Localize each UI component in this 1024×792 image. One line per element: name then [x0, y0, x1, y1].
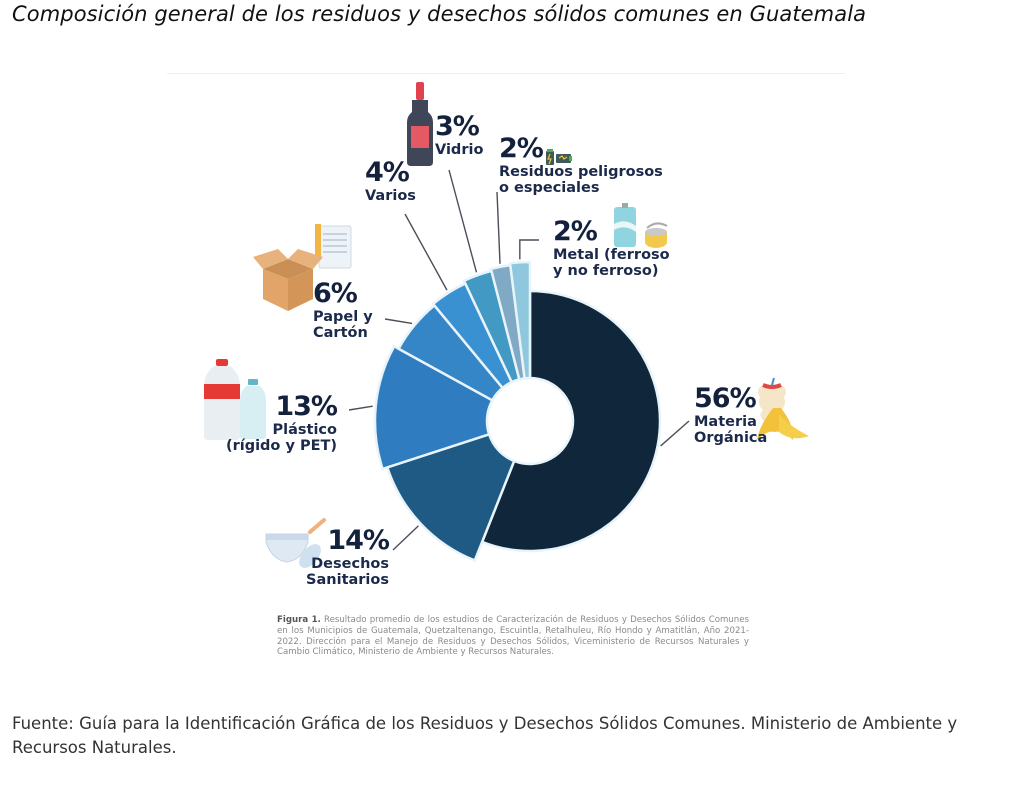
wine-bottle-icon [407, 82, 433, 166]
can-tin-icon [614, 203, 668, 248]
label-vidrio: 3% Vidrio [435, 111, 484, 159]
slice-pct: 4% [365, 157, 410, 188]
figure-image: 56% Materia Orgánica 14% Desechos Sanita… [167, 73, 845, 684]
diaper-pad-icon [265, 518, 326, 568]
donut-chart [204, 82, 809, 568]
page-title: Composición general de los residuos y de… [12, 2, 867, 26]
figure-caption-text: Resultado promedio de los estudios de Ca… [277, 615, 749, 658]
label-materia-organica: 56% Materia Orgánica [694, 383, 768, 447]
donut-slice [480, 289, 662, 553]
leader-line [348, 405, 373, 411]
cardboard-box-paper-icon [253, 224, 352, 311]
slice-pct: 56% [694, 383, 757, 414]
label-residuos-peligrosos: 2% Residuos peligrosos o especiales [499, 133, 663, 197]
leader-line [384, 318, 413, 325]
leader-line [496, 191, 501, 264]
slice-pct: 3% [435, 111, 480, 142]
donut-slice [385, 432, 516, 563]
slice-pct: 2% [499, 133, 544, 164]
apple-core-banana-peel-icon [757, 377, 809, 440]
slice-pct: 6% [313, 278, 358, 309]
leader-line [448, 169, 478, 273]
label-papel-carton: 6% Papel y Cartón [313, 278, 373, 342]
leader-line [519, 239, 539, 260]
slice-pct: 13% [275, 391, 338, 422]
leader-line [660, 420, 690, 447]
source-note: Fuente: Guía para la Identificación Gráf… [12, 714, 958, 757]
donut-slice [508, 260, 532, 380]
batteries-icon [546, 149, 572, 165]
label-desechos-sanitarios: 14% Desechos Sanitarios [297, 525, 390, 589]
leader-line [392, 525, 419, 551]
label-varios: 4% Varios [365, 157, 416, 205]
leader-line [404, 213, 448, 291]
donut-slice [373, 344, 495, 471]
plastic-bottles-icon [204, 359, 266, 440]
figure-caption: Figura 1. Resultado promedio de los estu… [277, 615, 749, 658]
label-metal: 2% Metal (ferroso y no ferroso) [553, 216, 670, 280]
slice-pct: 2% [553, 216, 598, 247]
figure-caption-label: Figura 1. [277, 615, 321, 625]
slice-pct: 14% [327, 525, 390, 556]
label-plastico: 13% Plástico (rígido y PET) [207, 391, 338, 455]
